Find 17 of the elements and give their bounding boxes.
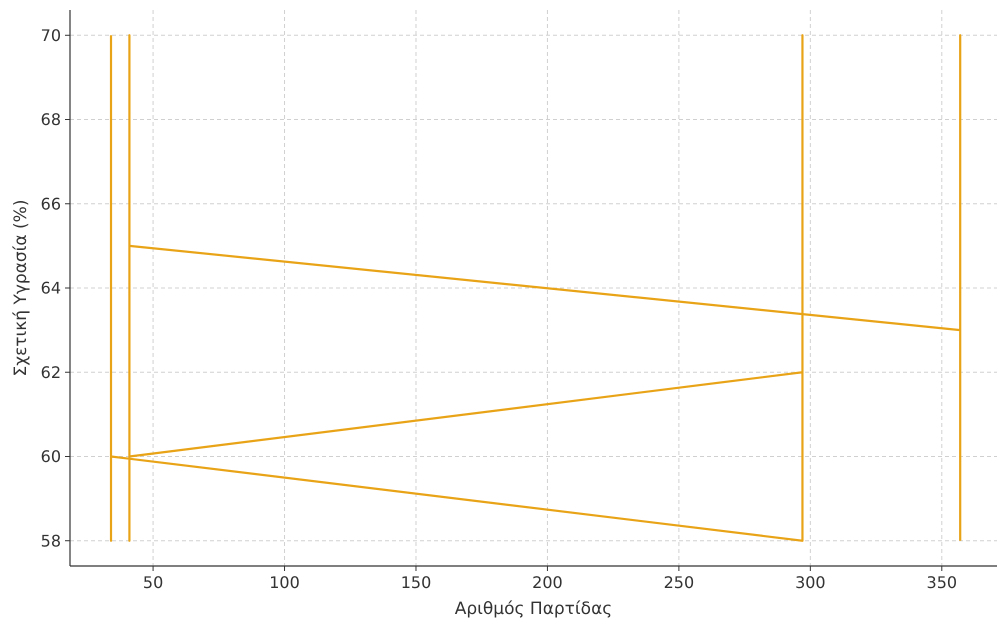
y-tick-label: 66 [40,194,61,214]
y-tick-label: 60 [40,447,61,466]
x-axis-title: Αριθμός Παρτίδας [454,599,612,619]
x-tick-label: 100 [269,573,300,592]
x-tick-label: 300 [795,573,826,592]
x-tick-label: 150 [400,573,432,592]
y-tick-label: 70 [40,26,61,45]
x-tick-label: 350 [926,573,958,592]
y-axis-title: Σχετική Υγρασία (%) [11,200,31,376]
x-tick-label: 200 [532,573,563,592]
y-tick-label: 62 [40,362,61,382]
y-tick-label: 64 [40,278,61,298]
x-tick-label: 50 [142,573,164,592]
y-tick-label: 68 [40,110,61,130]
x-tick-label: 250 [664,573,694,592]
y-tick-label: 58 [40,531,61,550]
line-series [110,34,962,542]
